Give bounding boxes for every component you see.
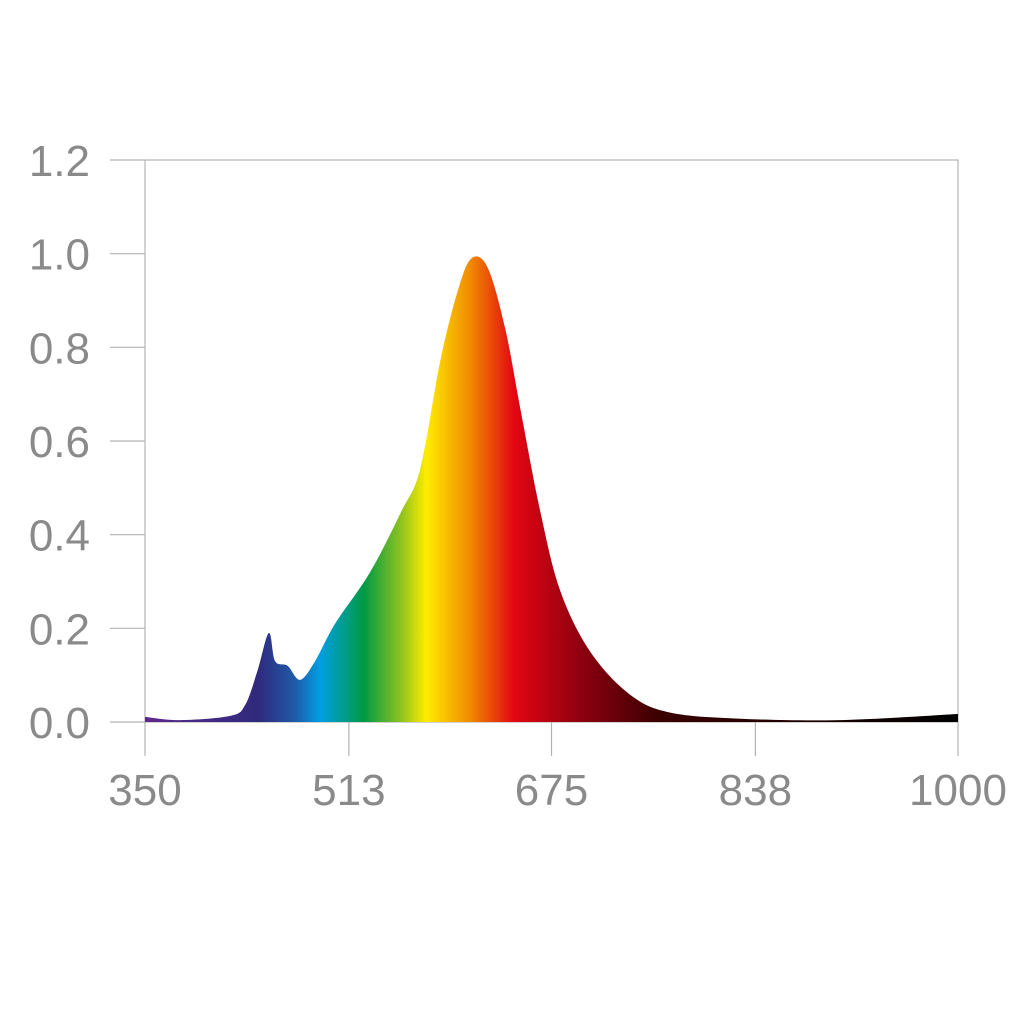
spectrum-area <box>145 256 958 722</box>
y-tick-label: 0.8 <box>29 324 90 373</box>
x-tick-label: 675 <box>515 766 588 815</box>
y-tick-label: 1.2 <box>29 137 90 186</box>
y-tick-label: 0.0 <box>29 699 90 748</box>
y-tick-label: 0.4 <box>29 512 90 561</box>
x-tick-label: 1000 <box>909 766 1007 815</box>
x-tick-label: 350 <box>108 766 181 815</box>
x-tick-label: 513 <box>312 766 385 815</box>
x-tick-label: 838 <box>719 766 792 815</box>
y-tick-label: 0.6 <box>29 418 90 467</box>
y-tick-label: 1.0 <box>29 231 90 280</box>
y-tick-label: 0.2 <box>29 605 90 654</box>
